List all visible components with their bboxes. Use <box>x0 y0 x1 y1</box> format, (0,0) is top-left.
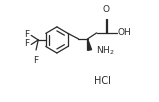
Text: NH$_2$: NH$_2$ <box>96 45 114 57</box>
Text: F: F <box>24 39 29 48</box>
Polygon shape <box>88 39 92 50</box>
Text: F: F <box>33 55 38 65</box>
Text: HCl: HCl <box>94 76 111 86</box>
Text: F: F <box>24 30 29 39</box>
Text: O: O <box>102 5 109 14</box>
Text: OH: OH <box>117 28 131 37</box>
